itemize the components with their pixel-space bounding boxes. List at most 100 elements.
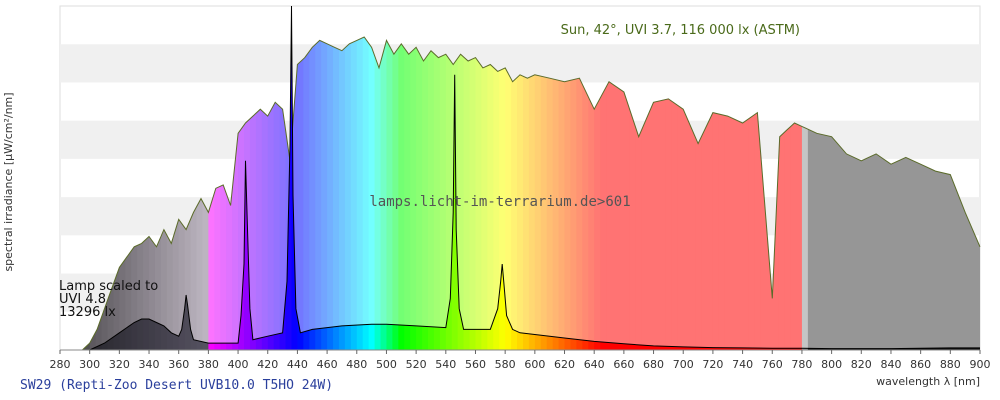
spectrum-band bbox=[576, 37, 583, 350]
x-tick-label: 280 bbox=[50, 358, 71, 371]
x-tick-label: 540 bbox=[435, 358, 456, 371]
x-tick-label: 600 bbox=[524, 358, 545, 371]
spectrum-band bbox=[410, 37, 417, 350]
spectrum-band bbox=[309, 37, 316, 350]
spectrum-band bbox=[220, 37, 227, 350]
spectrum-band bbox=[902, 37, 910, 350]
spectrum-band bbox=[249, 37, 257, 350]
spectrum-band bbox=[463, 37, 471, 350]
spectrum-band bbox=[742, 37, 750, 350]
spectrum-band bbox=[914, 37, 922, 350]
spectrum-band bbox=[641, 37, 649, 350]
spectrum-band bbox=[386, 37, 393, 350]
spectrum-band bbox=[724, 37, 732, 350]
spectrum-band bbox=[843, 37, 851, 350]
spectrum-band bbox=[558, 37, 566, 350]
spectrum-band bbox=[594, 37, 601, 350]
spectrum-band bbox=[398, 37, 405, 350]
x-tick-label: 560 bbox=[465, 358, 486, 371]
spectrum-band bbox=[528, 37, 536, 350]
spectrum-band bbox=[564, 37, 572, 350]
spectrum-band bbox=[754, 37, 761, 350]
x-tick-label: 580 bbox=[495, 358, 516, 371]
x-tick-label: 720 bbox=[702, 358, 723, 371]
spectrum-band bbox=[505, 37, 512, 350]
spectrum-band bbox=[481, 37, 488, 350]
x-tick-label: 800 bbox=[821, 358, 842, 371]
url-watermark: lamps.licht-im-terrarium.de>601 bbox=[369, 194, 630, 210]
spectrum-band bbox=[825, 37, 833, 350]
spectrum-band bbox=[677, 37, 684, 350]
spectrum-band bbox=[695, 37, 702, 350]
spectrum-band bbox=[333, 37, 340, 350]
spectrum-band bbox=[291, 37, 299, 350]
spectrum-band bbox=[297, 37, 304, 350]
spectrum-band bbox=[831, 37, 839, 350]
spectrum-band bbox=[879, 37, 886, 350]
x-tick-label: 380 bbox=[198, 358, 219, 371]
spectrum-band bbox=[232, 37, 239, 350]
spectrum-band bbox=[896, 37, 904, 350]
x-tick-label: 360 bbox=[168, 358, 189, 371]
spectrum-band bbox=[855, 37, 862, 350]
spectrum-band bbox=[606, 37, 613, 350]
spectrum-band bbox=[790, 37, 797, 350]
spectrum-band bbox=[612, 37, 619, 350]
spectrum-band bbox=[890, 37, 898, 350]
lamp-band bbox=[451, 6, 459, 350]
spectrum-band bbox=[350, 37, 358, 350]
spectrum-band bbox=[683, 37, 690, 350]
spectrum-band bbox=[534, 37, 542, 350]
spectrum-band bbox=[932, 37, 940, 350]
spectrum-band bbox=[807, 37, 815, 350]
spectrum-band bbox=[813, 37, 821, 350]
spectrum-band bbox=[338, 37, 346, 350]
spectrum-band bbox=[629, 37, 637, 350]
spectrum-band bbox=[778, 37, 785, 350]
x-tick-label: 400 bbox=[228, 358, 249, 371]
spectrum-band bbox=[689, 37, 696, 350]
x-tick-label: 660 bbox=[613, 358, 634, 371]
spectrum-band bbox=[439, 37, 447, 350]
x-tick-label: 460 bbox=[317, 358, 338, 371]
spectrum-band bbox=[653, 37, 661, 350]
spectrum-band bbox=[422, 37, 429, 350]
spectrum-band bbox=[665, 37, 672, 350]
spectrum-band bbox=[487, 37, 494, 350]
spectrum-band bbox=[819, 37, 827, 350]
footer-lamp-name: SW29 (Repti-Zoo Desert UVB10.0 T5HO 24W) bbox=[20, 378, 333, 393]
spectrum-band bbox=[861, 37, 868, 350]
spectrum-band bbox=[374, 37, 382, 350]
spectrum-band bbox=[380, 37, 388, 350]
spectrum-band bbox=[659, 37, 667, 350]
x-tick-label: 340 bbox=[139, 358, 160, 371]
x-tick-label: 440 bbox=[287, 358, 308, 371]
spectrum-band bbox=[457, 37, 465, 350]
spectrum-band bbox=[267, 37, 275, 350]
spectrum-band bbox=[255, 37, 263, 350]
spectrum-band bbox=[475, 37, 483, 350]
spectrum-band bbox=[404, 37, 411, 350]
spectrum-band bbox=[623, 37, 631, 350]
spectrum-band bbox=[344, 37, 352, 350]
spectrum-band bbox=[801, 37, 809, 350]
x-axis-ticks: 280 300 320 340 360 380 400 420 440 460 480 500 520 5… bbox=[50, 350, 991, 371]
spectrum-band bbox=[214, 37, 221, 350]
x-tick-label: 680 bbox=[643, 358, 664, 371]
spectrum-band bbox=[238, 37, 245, 350]
spectrum-band bbox=[517, 37, 524, 350]
spectrum-band bbox=[635, 37, 643, 350]
spectrum-band bbox=[873, 37, 880, 350]
spectrum-band bbox=[428, 37, 435, 350]
x-tick-label: 620 bbox=[554, 358, 575, 371]
spectrum-band bbox=[712, 37, 720, 350]
spectrum-band bbox=[920, 37, 928, 350]
spectrum-band bbox=[908, 37, 916, 350]
sun-annotation: Sun, 42°, UVI 3.7, 116 000 lx (ASTM) bbox=[561, 23, 800, 38]
x-tick-label: 700 bbox=[673, 358, 694, 371]
spectrum-band bbox=[600, 37, 607, 350]
spectrum-band bbox=[356, 37, 364, 350]
spectrum-band bbox=[582, 37, 589, 350]
x-tick-label: 880 bbox=[940, 358, 961, 371]
